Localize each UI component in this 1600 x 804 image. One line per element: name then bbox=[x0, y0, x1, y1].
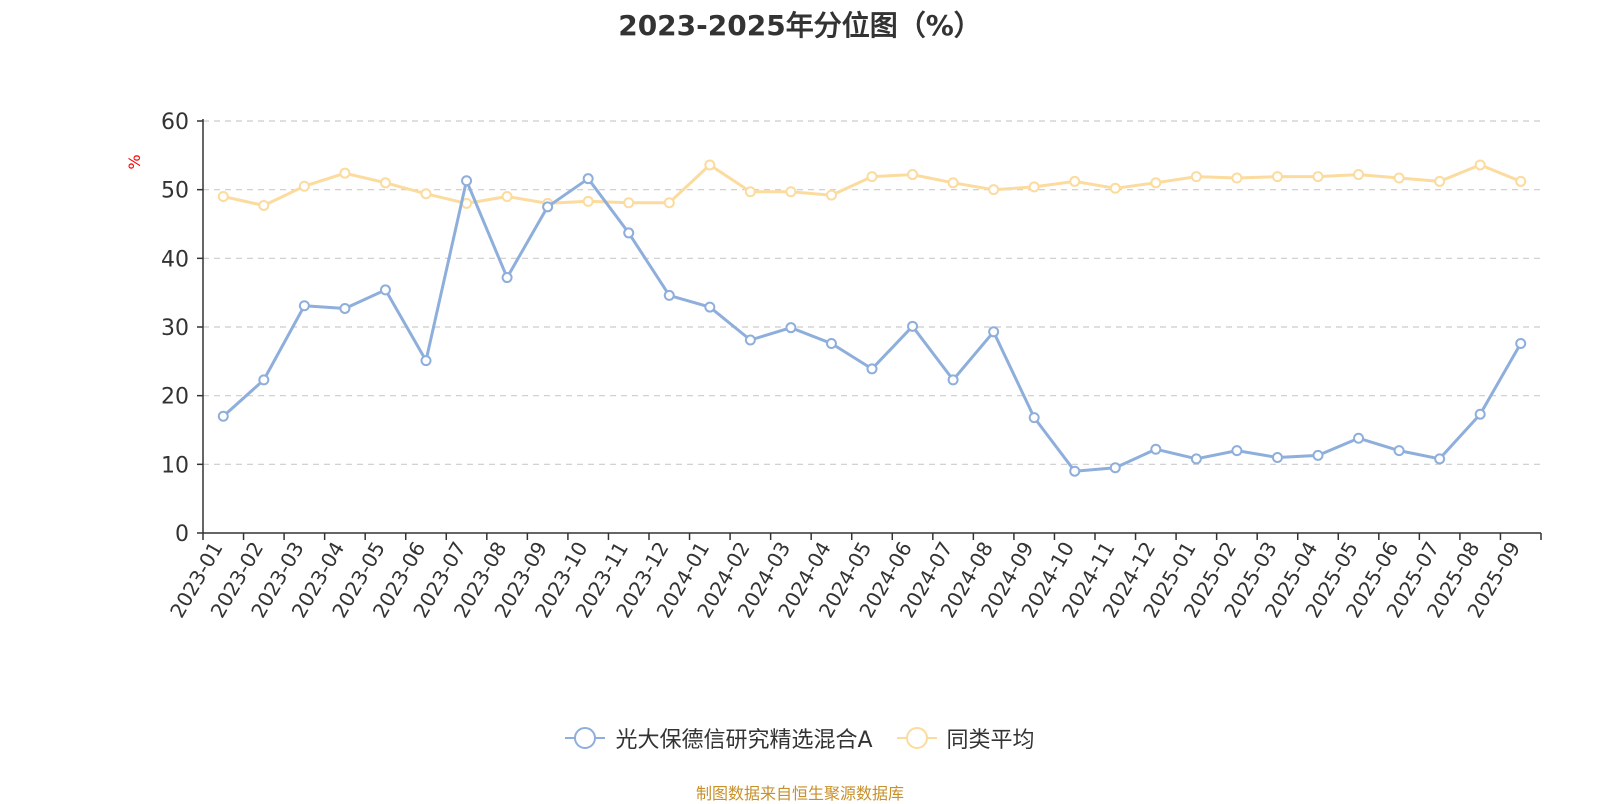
data-point bbox=[258, 374, 270, 386]
data-point bbox=[217, 191, 229, 203]
data-point bbox=[663, 197, 675, 209]
y-tick-label: 10 bbox=[161, 453, 189, 478]
data-point bbox=[1231, 172, 1243, 184]
data-point bbox=[1393, 445, 1405, 457]
data-point bbox=[1028, 181, 1040, 193]
data-point bbox=[744, 334, 756, 346]
data-point bbox=[1069, 465, 1081, 477]
data-point bbox=[785, 322, 797, 334]
chart-title: 2023-2025年分位图（%） bbox=[618, 9, 982, 42]
data-point bbox=[542, 201, 554, 213]
legend-label-average: 同类平均 bbox=[946, 728, 1035, 753]
data-point bbox=[1231, 445, 1243, 457]
data-point bbox=[785, 186, 797, 198]
y-tick-label: 30 bbox=[161, 316, 189, 341]
series-line bbox=[222, 163, 1522, 207]
data-point bbox=[298, 300, 310, 312]
data-point bbox=[1190, 171, 1202, 183]
y-tick-label: 0 bbox=[175, 522, 189, 547]
data-point bbox=[1109, 462, 1121, 474]
legend-line-circle-icon bbox=[565, 727, 606, 749]
data-point bbox=[1434, 175, 1446, 187]
data-point bbox=[379, 284, 391, 296]
legend-item-fund[interactable]: 光大保德信研究精选混合A bbox=[565, 722, 873, 754]
data-point bbox=[623, 197, 635, 209]
data-point bbox=[501, 191, 513, 203]
data-point bbox=[1190, 453, 1202, 465]
data-point bbox=[1109, 182, 1121, 194]
data-point bbox=[258, 199, 270, 211]
data-point bbox=[744, 186, 756, 198]
data-point bbox=[420, 188, 432, 200]
y-tick-label: 20 bbox=[161, 385, 189, 410]
data-point bbox=[704, 301, 716, 313]
data-point bbox=[461, 175, 473, 187]
data-point bbox=[1150, 443, 1162, 455]
data-point bbox=[1312, 449, 1324, 461]
data-point bbox=[988, 184, 1000, 196]
series-line bbox=[222, 177, 1523, 473]
data-point bbox=[623, 227, 635, 239]
data-point bbox=[663, 289, 675, 301]
data-point bbox=[379, 177, 391, 189]
data-point bbox=[217, 410, 229, 422]
legend-label-fund: 光大保德信研究精选混合A bbox=[615, 728, 873, 753]
legend-item-average[interactable]: 同类平均 bbox=[896, 722, 1035, 754]
data-point bbox=[988, 326, 1000, 338]
data-point bbox=[1069, 175, 1081, 187]
data-point bbox=[866, 363, 878, 375]
data-point bbox=[501, 272, 513, 284]
data-source-note: 制图数据来自恒生聚源数据库 bbox=[695, 784, 904, 803]
data-point bbox=[1393, 172, 1405, 184]
data-point bbox=[1474, 408, 1486, 420]
data-point bbox=[825, 337, 837, 349]
data-point bbox=[947, 177, 959, 189]
legend: 光大保德信研究精选混合A 同类平均 bbox=[0, 722, 1600, 754]
data-point bbox=[1271, 171, 1283, 183]
series-layer bbox=[217, 159, 1527, 477]
data-point bbox=[1353, 169, 1365, 181]
data-point bbox=[298, 180, 310, 192]
data-point bbox=[947, 374, 959, 386]
data-point bbox=[825, 189, 837, 201]
data-point bbox=[1353, 432, 1365, 444]
data-point bbox=[1515, 337, 1527, 349]
data-point bbox=[907, 169, 919, 181]
data-point bbox=[866, 171, 878, 183]
y-tick-label: 50 bbox=[161, 179, 189, 204]
data-point bbox=[907, 320, 919, 332]
y-axis-ticks: 0 10 20 30 40 50 60 bbox=[161, 110, 203, 547]
data-point bbox=[582, 195, 594, 207]
data-point bbox=[704, 159, 716, 171]
data-point bbox=[339, 167, 351, 179]
data-point bbox=[339, 302, 351, 314]
x-axis-ticks: 2023-012023-022023-032023-042023-052023-… bbox=[165, 533, 1542, 622]
y-axis-unit-label: % bbox=[125, 154, 144, 169]
data-point bbox=[1434, 453, 1446, 465]
legend-line-circle-icon bbox=[896, 727, 937, 749]
y-tick-label: 60 bbox=[161, 110, 189, 135]
data-point bbox=[420, 355, 432, 367]
data-point bbox=[1515, 175, 1527, 187]
y-tick-label: 40 bbox=[161, 247, 189, 272]
data-point bbox=[582, 173, 594, 185]
data-point bbox=[1271, 451, 1283, 463]
data-point bbox=[1028, 412, 1040, 424]
data-point bbox=[1312, 171, 1324, 183]
data-point bbox=[1150, 177, 1162, 189]
data-point bbox=[1474, 159, 1486, 171]
